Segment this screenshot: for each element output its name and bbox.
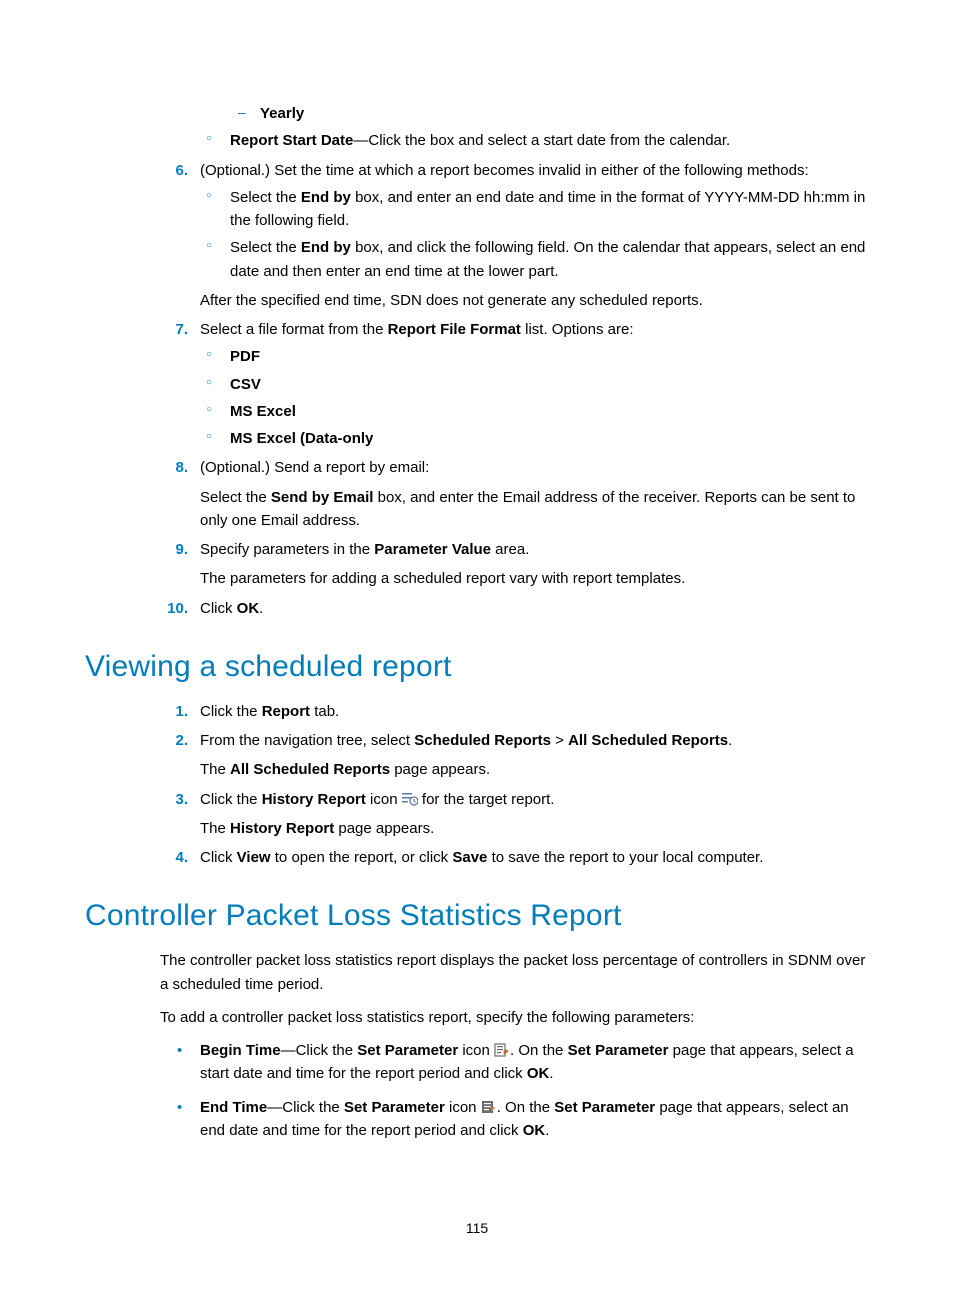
step-number: 7. (160, 318, 188, 341)
circ-item: PDF (200, 345, 869, 368)
circ-item: MS Excel (200, 400, 869, 423)
intro-paragraph: The controller packet loss statistics re… (160, 949, 869, 996)
after-text: After the specified end time, SDN does n… (200, 289, 869, 312)
heading-viewing: Viewing a scheduled report (85, 650, 869, 684)
step-text: Click View to open the report, or click … (200, 849, 763, 866)
step-number: 3. (160, 788, 188, 811)
step-text: Specify parameters in the Parameter Valu… (200, 541, 529, 558)
list-item: 10. Click OK. (85, 597, 869, 620)
list-item: 7. Select a file format from the Report … (85, 318, 869, 450)
circ-item: Select the End by box, and enter an end … (200, 186, 869, 233)
intro-paragraph: To add a controller packet loss statisti… (160, 1006, 869, 1029)
heading-controller: Controller Packet Loss Statistics Report (85, 899, 869, 933)
step-text: From the navigation tree, select Schedul… (200, 732, 732, 749)
list-item: 1. Click the Report tab. (85, 700, 869, 723)
circ-item: CSV (200, 373, 869, 396)
history-report-icon (402, 792, 418, 806)
step-text: Click the Report tab. (200, 703, 339, 720)
step-number: 8. (160, 456, 188, 479)
dash-item: Yearly (230, 102, 869, 125)
set-parameter-icon (481, 1100, 497, 1114)
step-number: 2. (160, 729, 188, 752)
page-number: 115 (0, 1220, 954, 1236)
step-text: (Optional.) Set the time at which a repo… (200, 162, 809, 179)
step-text: (Optional.) Send a report by email: (200, 459, 429, 476)
page: Yearly Report Start Date—Click the box a… (0, 0, 954, 1296)
circ-item: Report Start Date—Click the box and sele… (200, 129, 869, 152)
list-item: 3. Click the History Report icon for the… (85, 788, 869, 841)
controller-bullet-list: Begin Time—Click the Set Parameter icon … (85, 1039, 869, 1142)
list-item: 4. Click View to open the report, or cli… (85, 846, 869, 869)
step-number: 1. (160, 700, 188, 723)
after-text: The All Scheduled Reports page appears. (200, 758, 869, 781)
viewing-ordered-list: 1. Click the Report tab. 2. From the nav… (85, 700, 869, 870)
step-number: 10. (160, 597, 188, 620)
list-item: 8. (Optional.) Send a report by email: S… (85, 456, 869, 532)
top-ordered-list: Yearly Report Start Date—Click the box a… (85, 102, 869, 620)
bullet-item: Begin Time—Click the Set Parameter icon … (85, 1039, 869, 1086)
list-item: 2. From the navigation tree, select Sche… (85, 729, 869, 782)
list-item: 9. Specify parameters in the Parameter V… (85, 538, 869, 591)
after-text: The parameters for adding a scheduled re… (200, 567, 869, 590)
step-number: 4. (160, 846, 188, 869)
bullet-item: End Time—Click the Set Parameter icon . … (85, 1096, 869, 1143)
step-number: 6. (160, 159, 188, 182)
set-parameter-icon (494, 1043, 510, 1057)
step-text: Click OK. (200, 600, 263, 617)
step-text: Click the History Report icon for the ta… (200, 791, 554, 808)
circ-item: Select the End by box, and click the fol… (200, 236, 869, 283)
list-item: 6. (Optional.) Set the time at which a r… (85, 159, 869, 313)
content: Yearly Report Start Date—Click the box a… (85, 102, 869, 1142)
step-number: 9. (160, 538, 188, 561)
after-text: Select the Send by Email box, and enter … (200, 486, 869, 533)
list-item: Yearly Report Start Date—Click the box a… (85, 102, 869, 153)
circ-item: MS Excel (Data-only (200, 427, 869, 450)
step-text: Select a file format from the Report Fil… (200, 321, 633, 338)
after-text: The History Report page appears. (200, 817, 869, 840)
